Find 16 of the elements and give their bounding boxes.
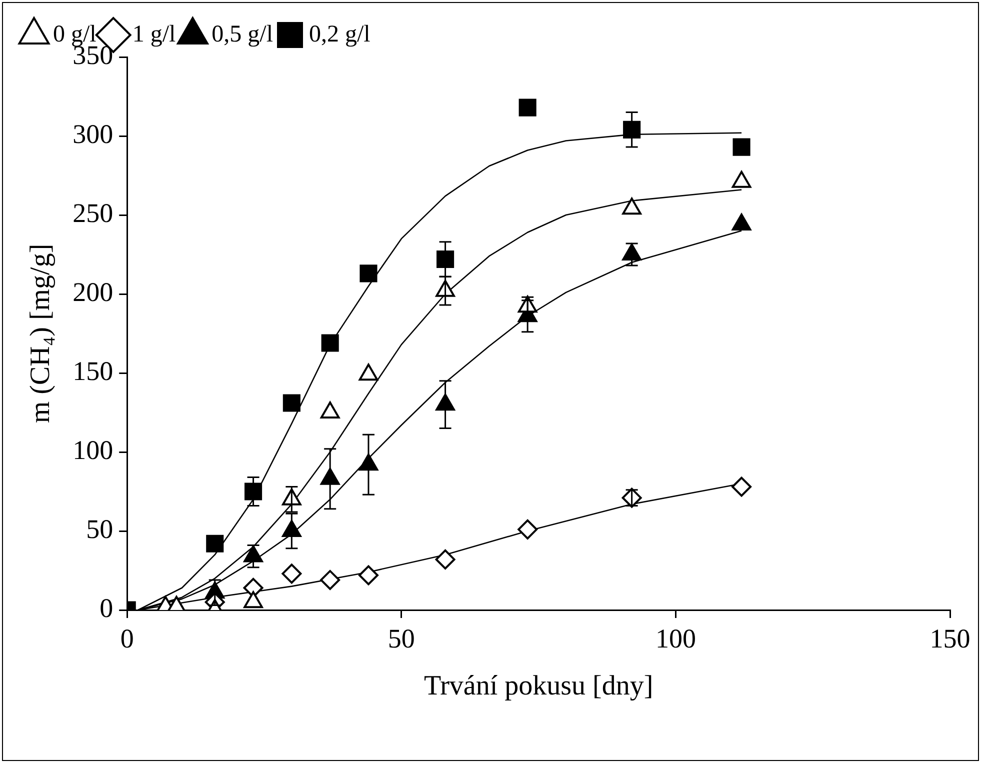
- x-tick-label: 50: [388, 623, 415, 654]
- y-axis-title: m (CH₄) [mg/g]: [25, 244, 56, 424]
- y-tick-label: 200: [72, 277, 114, 308]
- x-tick-label: 0: [120, 623, 134, 654]
- y-tick-label: 0: [100, 593, 114, 624]
- legend-label: 0,5 g/l: [212, 21, 274, 48]
- x-axis-title: Trvání pokusu [dny]: [424, 670, 654, 702]
- y-tick-label: 100: [72, 435, 114, 466]
- x-tick-label: 100: [655, 623, 696, 654]
- legend-label: 1 g/l: [132, 21, 176, 48]
- y-tick-label: 300: [72, 119, 114, 150]
- y-tick-label: 250: [72, 198, 114, 228]
- x-tick-label: 150: [930, 623, 970, 654]
- y-tick-label: 150: [72, 356, 114, 386]
- legend-label: 0,2 g/l: [309, 21, 371, 48]
- y-tick-label: 50: [86, 514, 114, 544]
